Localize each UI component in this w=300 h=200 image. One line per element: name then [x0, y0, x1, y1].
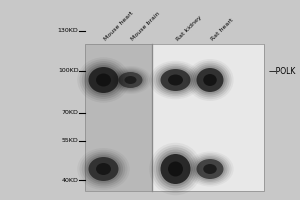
- Ellipse shape: [86, 65, 121, 95]
- Ellipse shape: [115, 70, 146, 90]
- Ellipse shape: [80, 150, 128, 188]
- Ellipse shape: [156, 150, 195, 188]
- Ellipse shape: [96, 163, 111, 175]
- Ellipse shape: [117, 71, 144, 89]
- Ellipse shape: [149, 143, 202, 195]
- Ellipse shape: [190, 154, 230, 184]
- Ellipse shape: [168, 162, 183, 176]
- Text: 130KD: 130KD: [58, 28, 79, 33]
- Ellipse shape: [203, 164, 217, 174]
- Ellipse shape: [152, 145, 200, 193]
- Text: Mouse brain: Mouse brain: [130, 11, 161, 42]
- Text: Mouse heart: Mouse heart: [103, 11, 135, 42]
- Ellipse shape: [84, 153, 123, 185]
- Ellipse shape: [196, 159, 224, 179]
- Bar: [85, 44, 152, 191]
- Text: Rat kidney: Rat kidney: [176, 15, 203, 42]
- Ellipse shape: [194, 66, 226, 94]
- Text: 100KD: 100KD: [58, 68, 79, 73]
- Text: 70KD: 70KD: [61, 110, 79, 116]
- Ellipse shape: [188, 153, 232, 185]
- Ellipse shape: [124, 76, 136, 84]
- Ellipse shape: [168, 74, 183, 86]
- Text: 40KD: 40KD: [61, 178, 79, 182]
- Ellipse shape: [118, 72, 142, 88]
- Ellipse shape: [154, 64, 197, 96]
- Ellipse shape: [111, 67, 150, 93]
- Ellipse shape: [160, 69, 190, 91]
- Text: 55KD: 55KD: [62, 138, 79, 144]
- Bar: [85, 44, 152, 191]
- Ellipse shape: [86, 155, 121, 183]
- Ellipse shape: [193, 64, 228, 96]
- Bar: [152, 44, 264, 191]
- Ellipse shape: [113, 68, 148, 92]
- Ellipse shape: [96, 73, 111, 86]
- Ellipse shape: [190, 63, 230, 97]
- Ellipse shape: [82, 61, 125, 99]
- Ellipse shape: [152, 62, 200, 98]
- Text: —POLK: —POLK: [269, 68, 296, 76]
- Ellipse shape: [160, 154, 190, 184]
- Ellipse shape: [158, 67, 193, 93]
- Ellipse shape: [154, 147, 197, 191]
- Ellipse shape: [188, 61, 232, 99]
- Ellipse shape: [77, 57, 130, 103]
- Ellipse shape: [196, 68, 224, 92]
- Ellipse shape: [88, 157, 119, 181]
- Ellipse shape: [203, 74, 217, 86]
- Ellipse shape: [80, 59, 128, 101]
- Ellipse shape: [156, 66, 195, 94]
- Ellipse shape: [84, 63, 123, 97]
- Ellipse shape: [82, 152, 125, 186]
- Ellipse shape: [194, 158, 226, 180]
- Ellipse shape: [88, 67, 119, 93]
- Ellipse shape: [193, 156, 228, 182]
- Text: Rat heart: Rat heart: [210, 18, 234, 42]
- Bar: [152, 44, 264, 191]
- Ellipse shape: [158, 152, 193, 186]
